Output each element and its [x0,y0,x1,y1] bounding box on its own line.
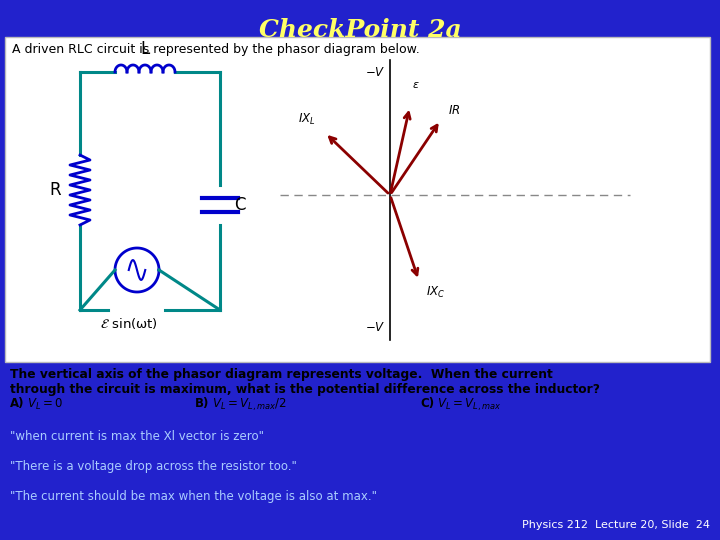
Text: $IX_L$: $IX_L$ [298,112,316,127]
Text: "when current is max the Xl vector is zero": "when current is max the Xl vector is ze… [10,430,264,443]
Text: $\varepsilon$: $\varepsilon$ [412,80,420,90]
Text: A driven RLC circuit is represented by the phasor diagram below.: A driven RLC circuit is represented by t… [12,43,420,56]
Text: "The current should be max when the voltage is also at max.": "The current should be max when the volt… [10,490,377,503]
Text: $V_L = V_{L,max}$: $V_L = V_{L,max}$ [437,397,501,414]
Text: L: L [140,40,150,58]
Text: R: R [49,181,60,199]
Text: C: C [234,196,246,214]
Text: $V_L = 0$: $V_L = 0$ [27,397,63,412]
Text: $\mathcal{E}$ sin(ωt): $\mathcal{E}$ sin(ωt) [100,316,158,331]
Text: $IR$: $IR$ [448,104,461,117]
Text: B): B) [195,397,210,410]
FancyBboxPatch shape [5,37,710,362]
Text: $IX_C$: $IX_C$ [426,285,445,300]
Text: $-V$: $-V$ [366,66,386,79]
Text: A): A) [10,397,24,410]
Text: "There is a voltage drop across the resistor too.": "There is a voltage drop across the resi… [10,460,297,473]
Text: CheckPoint 2a: CheckPoint 2a [258,18,462,42]
Text: $-V$: $-V$ [366,321,386,334]
Text: The vertical axis of the phasor diagram represents voltage.  When the current
th: The vertical axis of the phasor diagram … [10,368,600,396]
Text: C): C) [420,397,434,410]
Text: Physics 212  Lecture 20, Slide  24: Physics 212 Lecture 20, Slide 24 [522,520,710,530]
Text: $V_L = V_{L,max}/2$: $V_L = V_{L,max}/2$ [212,397,287,414]
